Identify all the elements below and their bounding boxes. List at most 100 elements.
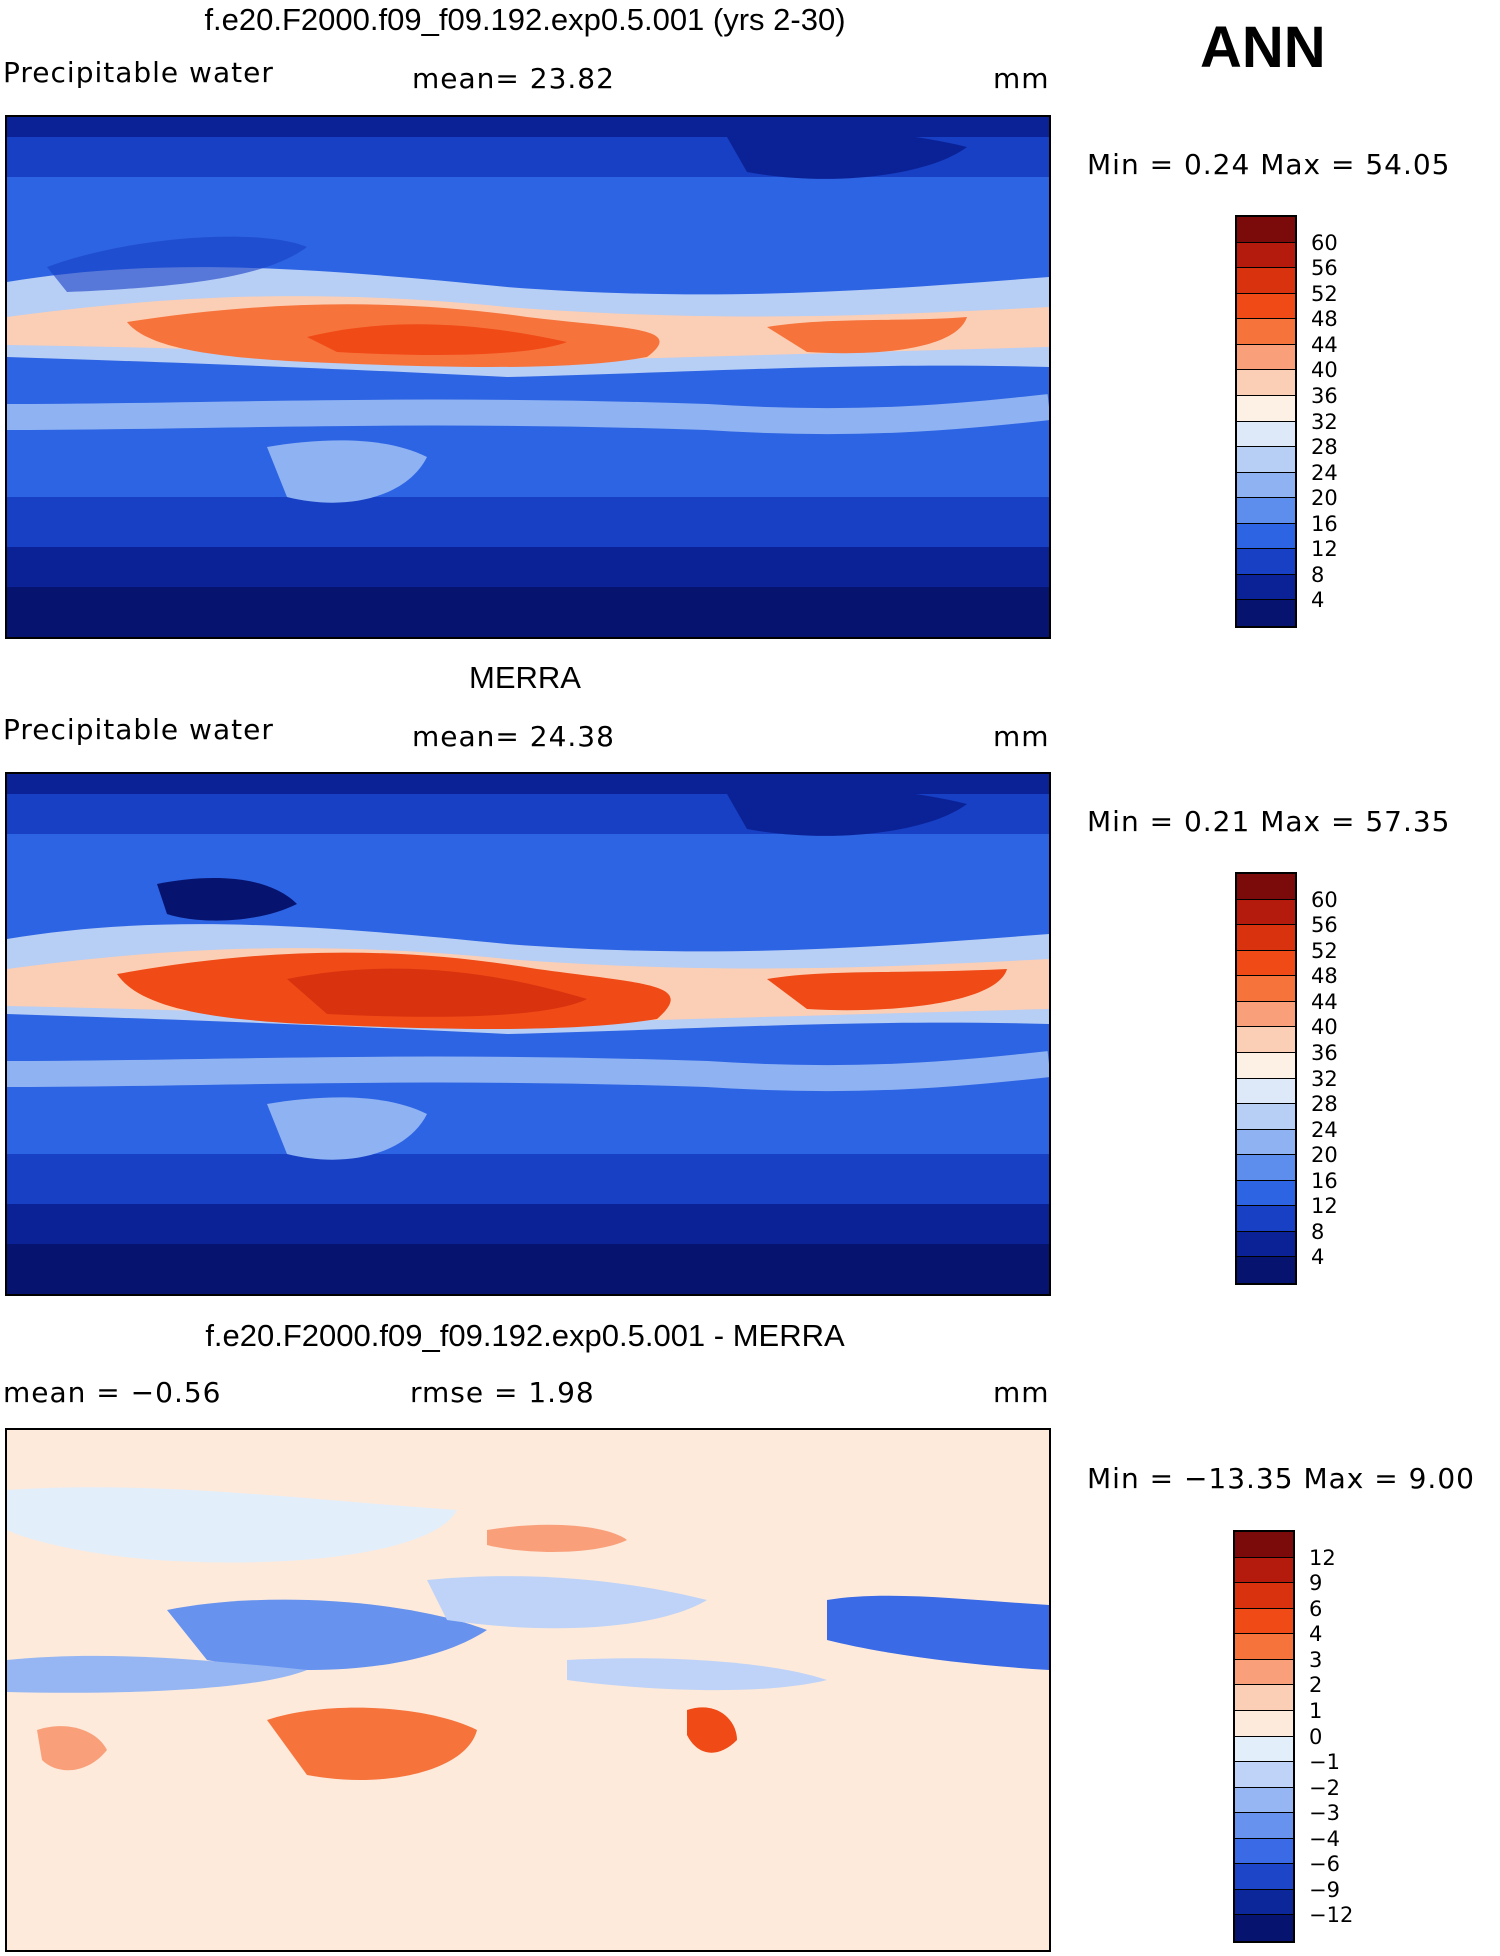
colorbar-tick-label: 4	[1309, 1622, 1323, 1647]
colorbar-tick-label: 40	[1311, 358, 1338, 383]
colorbar-tick-label: 12	[1309, 1545, 1336, 1570]
colorbar-swatch	[1237, 498, 1295, 524]
colorbar-tick-label: 32	[1311, 1066, 1338, 1091]
panel3-mean-label: mean = −0.56	[3, 1376, 222, 1409]
colorbar-swatch	[1235, 1889, 1293, 1916]
colorbar-swatch	[1235, 1864, 1293, 1890]
colorbar-tick-label: 48	[1311, 307, 1338, 332]
colorbar-swatch	[1237, 1052, 1295, 1079]
colorbar-tick-label: 56	[1311, 913, 1338, 938]
colorbar-tick-label: 40	[1311, 1015, 1338, 1040]
colorbar-tick-label: 52	[1311, 938, 1338, 963]
panel2-variable-label: Precipitable water	[3, 713, 274, 746]
colorbar-swatch	[1235, 1634, 1293, 1660]
colorbar-swatch	[1237, 395, 1295, 422]
colorbar-tick-label: 28	[1311, 435, 1338, 460]
colorbar-swatch	[1235, 1787, 1293, 1814]
colorbar-swatch	[1237, 1129, 1295, 1156]
colorbar-swatch	[1237, 1206, 1295, 1232]
season-label: ANN	[1200, 15, 1326, 80]
panel3-map-plot	[7, 1430, 1049, 1950]
colorbar-tick-label: 48	[1311, 964, 1338, 989]
colorbar-tick-label: 36	[1311, 1040, 1338, 1065]
colorbar-tick-label: 3	[1309, 1647, 1323, 1672]
colorbar-tick-label: 20	[1311, 486, 1338, 511]
panel2-title: MERRA	[469, 660, 581, 695]
colorbar-swatch	[1237, 574, 1295, 601]
colorbar-tick-label: 32	[1311, 409, 1338, 434]
colorbar-swatch	[1237, 899, 1295, 926]
colorbar-swatch	[1235, 1838, 1293, 1865]
colorbar-tick-label: 16	[1311, 511, 1338, 536]
panel2-mean-label: mean= 24.38	[412, 720, 615, 753]
colorbar-swatch	[1237, 447, 1295, 473]
colorbar-tick-label: 9	[1309, 1571, 1323, 1596]
colorbar-swatch	[1237, 976, 1295, 1002]
colorbar-tick-label: 20	[1311, 1143, 1338, 1168]
colorbar-tick-label: −4	[1309, 1826, 1340, 1851]
colorbar-swatch	[1237, 1257, 1295, 1283]
colorbar-swatch	[1235, 1583, 1293, 1609]
panel2-map	[5, 772, 1051, 1296]
colorbar-tick-label: 24	[1311, 1117, 1338, 1142]
colorbar-swatch	[1235, 1813, 1293, 1839]
panel1-mean-label: mean= 23.82	[412, 62, 615, 95]
panel2-colorbar	[1235, 872, 1297, 1285]
colorbar-tick-label: 12	[1311, 537, 1338, 562]
colorbar-swatch	[1235, 1736, 1293, 1763]
colorbar-swatch	[1237, 950, 1295, 977]
panel1-minmax-label: Min = 0.24 Max = 54.05	[1087, 148, 1451, 181]
colorbar-tick-label: 24	[1311, 460, 1338, 485]
colorbar-tick-label: 60	[1311, 230, 1338, 255]
panel3-title: f.e20.F2000.f09_f09.192.exp0.5.001 - MER…	[205, 1318, 845, 1353]
colorbar-swatch	[1237, 1078, 1295, 1105]
colorbar-tick-label: 56	[1311, 256, 1338, 281]
colorbar-swatch	[1237, 1027, 1295, 1053]
colorbar-swatch	[1237, 1104, 1295, 1130]
panel2-units-label: mm	[993, 720, 1050, 753]
colorbar-tick-label: −6	[1309, 1852, 1340, 1877]
colorbar-swatch	[1235, 1915, 1293, 1941]
colorbar-swatch	[1237, 242, 1295, 269]
panel1-map-plot	[7, 117, 1049, 637]
colorbar-tick-label: 0	[1309, 1724, 1323, 1749]
colorbar-tick-label: 28	[1311, 1092, 1338, 1117]
panel1-colorbar	[1235, 215, 1297, 628]
colorbar-swatch	[1237, 925, 1295, 951]
colorbar-swatch	[1237, 472, 1295, 499]
colorbar-swatch	[1237, 1155, 1295, 1181]
panel2-map-plot	[7, 774, 1049, 1294]
colorbar-tick-label: 1	[1309, 1698, 1323, 1723]
colorbar-swatch	[1237, 874, 1295, 900]
colorbar-swatch	[1237, 523, 1295, 550]
panel3-rmse-label: rmse = 1.98	[410, 1376, 595, 1409]
colorbar-tick-label: 2	[1309, 1673, 1323, 1698]
colorbar-swatch	[1237, 268, 1295, 294]
colorbar-swatch	[1237, 344, 1295, 371]
colorbar-swatch	[1235, 1710, 1293, 1737]
colorbar-tick-label: 8	[1311, 562, 1325, 587]
colorbar-swatch	[1237, 1001, 1295, 1028]
colorbar-swatch	[1235, 1659, 1293, 1686]
colorbar-swatch	[1237, 1231, 1295, 1258]
colorbar-swatch	[1235, 1557, 1293, 1584]
colorbar-swatch	[1237, 600, 1295, 626]
colorbar-tick-label: 4	[1311, 588, 1325, 613]
colorbar-swatch	[1237, 319, 1295, 345]
colorbar-tick-label: 60	[1311, 887, 1338, 912]
colorbar-tick-label: 8	[1311, 1219, 1325, 1244]
panel3-map	[5, 1428, 1051, 1952]
colorbar-tick-label: −2	[1309, 1775, 1340, 1800]
panel3-minmax-label: Min = −13.35 Max = 9.00	[1087, 1462, 1475, 1495]
panel1-variable-label: Precipitable water	[3, 56, 274, 89]
colorbar-tick-label: 52	[1311, 281, 1338, 306]
colorbar-tick-label: −12	[1309, 1903, 1354, 1928]
panel1-units-label: mm	[993, 62, 1050, 95]
colorbar-swatch	[1237, 217, 1295, 243]
colorbar-tick-label: 44	[1311, 989, 1338, 1014]
colorbar-tick-label: 44	[1311, 332, 1338, 357]
colorbar-swatch	[1237, 1180, 1295, 1207]
colorbar-tick-label: −1	[1309, 1750, 1340, 1775]
colorbar-tick-label: −9	[1309, 1877, 1340, 1902]
colorbar-swatch	[1235, 1532, 1293, 1558]
